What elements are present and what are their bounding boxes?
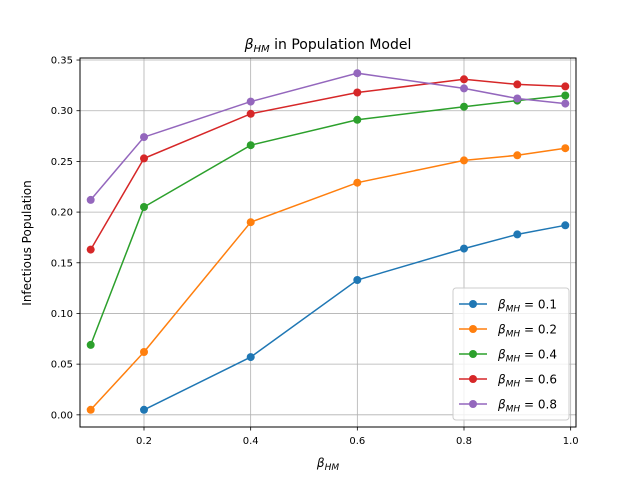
data-point <box>561 144 570 153</box>
data-point <box>353 69 362 78</box>
legend-entry-3: βMH = 0.4 <box>459 348 557 365</box>
legend-entry-2: βMH = 0.2 <box>459 323 557 340</box>
y-tick-label: 0.15 <box>51 258 73 269</box>
data-point <box>561 99 570 108</box>
series-1 <box>140 221 570 414</box>
x-tick-label: 1.0 <box>563 436 579 447</box>
legend-entry-4: βMH = 0.6 <box>459 373 557 390</box>
data-point <box>140 348 148 356</box>
series-4 <box>86 75 570 254</box>
chart-title: βHM in Population Model <box>244 37 412 55</box>
y-axis-label: Infectious Population <box>20 180 34 305</box>
data-point <box>246 218 255 227</box>
data-point <box>460 102 468 111</box>
x-tick-label: 0.6 <box>349 436 365 447</box>
data-point <box>140 133 148 142</box>
data-point <box>561 221 570 230</box>
y-tick-label: 0.05 <box>51 360 73 371</box>
data-point <box>140 405 148 414</box>
y-tick-label: 0.25 <box>51 157 73 168</box>
data-point <box>561 91 570 100</box>
data-point <box>353 115 362 124</box>
y-tick-label: 0.10 <box>51 309 73 320</box>
plot-frame <box>79 57 577 428</box>
data-point <box>86 245 95 254</box>
data-point <box>513 80 522 89</box>
y-tick-label: 0.30 <box>51 106 73 117</box>
data-point <box>561 82 570 91</box>
data-point <box>460 156 468 165</box>
y-tick-label: 0.20 <box>51 208 73 219</box>
data-point <box>86 340 95 349</box>
series-2 <box>86 144 570 414</box>
data-point <box>460 244 468 253</box>
data-point <box>513 230 522 239</box>
legend-label: βMH = 0.2 <box>497 323 557 340</box>
data-point <box>513 94 522 103</box>
legend-entry-5: βMH = 0.8 <box>459 398 557 415</box>
x-tick-label: 0.4 <box>243 436 259 447</box>
y-tick-label: 0.00 <box>51 410 73 421</box>
legend-marker <box>469 400 477 408</box>
y-tick-label: 0.35 <box>51 56 73 67</box>
data-point <box>246 109 255 118</box>
data-point <box>86 405 95 414</box>
legend-entry-1: βMH = 0.1 <box>459 298 557 315</box>
x-tick-label: 0.8 <box>456 436 472 447</box>
series-line <box>143 224 566 411</box>
data-point <box>140 154 148 163</box>
data-point <box>246 141 255 150</box>
data-point <box>246 97 255 106</box>
data-point <box>353 178 362 187</box>
series-5 <box>86 69 570 204</box>
legend-marker <box>469 350 477 358</box>
legend-marker <box>469 325 477 333</box>
data-point <box>86 195 95 204</box>
data-point <box>353 88 362 97</box>
axis-ticks: 0.2 0.4 0.6 0.8 1.0 0.00 0.05 0.10 0.15 0.20 0.25 0… <box>51 56 579 447</box>
x-axis-label: βHM <box>316 456 339 473</box>
data-point <box>246 353 255 362</box>
legend-marker <box>469 375 477 383</box>
legend-label: βMH = 0.4 <box>497 348 557 365</box>
series-layer <box>86 69 570 414</box>
data-point <box>353 276 362 284</box>
legend-label: βMH = 0.8 <box>497 398 557 415</box>
data-point <box>140 203 148 211</box>
data-point <box>460 75 468 84</box>
legend-marker <box>469 300 477 308</box>
legend-label: βMH = 0.6 <box>497 373 557 390</box>
x-tick-label: 0.2 <box>136 436 152 447</box>
legend-label: βMH = 0.1 <box>497 298 557 315</box>
data-point <box>513 151 522 160</box>
data-point <box>460 84 468 93</box>
legend: βMH = 0.1 βMH = 0.2 βMH = 0.4 βMH = 0.6 βMH … <box>452 287 570 421</box>
legend-box <box>452 287 570 421</box>
